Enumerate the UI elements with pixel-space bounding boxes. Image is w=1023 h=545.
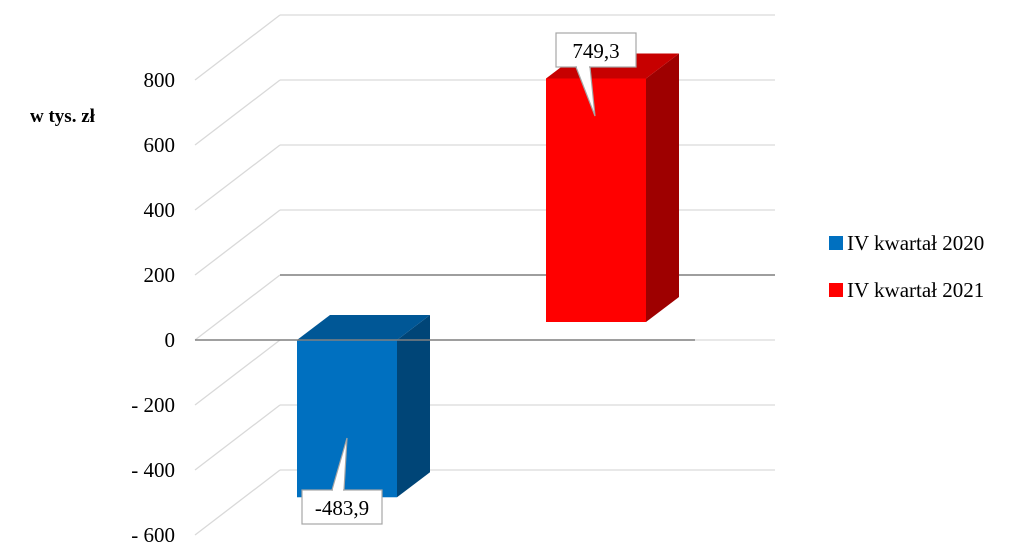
y-tick-label: 200 [144, 263, 176, 287]
data-label-text: -483,9 [315, 496, 369, 520]
y-axis-label: w tys. zł [30, 106, 96, 127]
gridline-diagonal [194, 79, 281, 146]
legend-swatch [829, 236, 843, 250]
legend-label: IV kwartał 2021 [847, 278, 984, 302]
callout-box [555, 32, 637, 68]
y-tick-label: 600 [144, 133, 176, 157]
gridline-diagonal [194, 339, 281, 406]
bar-1 [297, 315, 430, 498]
data-label-text: 749,3 [572, 39, 619, 63]
data-label-2: 749,3 [555, 32, 637, 117]
gridline-diagonal [194, 144, 281, 211]
gridline-diagonal [194, 14, 281, 81]
legend-item-1: IV kwartał 2020 [829, 231, 984, 255]
data-label-1: -483,9 [301, 437, 383, 525]
gridlines [194, 14, 775, 536]
legend-swatch [829, 283, 843, 297]
bar-front-face [546, 78, 646, 322]
legend-item-2: IV kwartał 2021 [829, 278, 984, 302]
gridline-diagonal [194, 274, 281, 341]
legend-label: IV kwartał 2020 [847, 231, 984, 255]
bar-front-face [297, 340, 397, 498]
y-tick-label: - 400 [131, 458, 175, 482]
gridline-diagonal [194, 404, 281, 471]
y-tick-label: - 600 [131, 523, 175, 545]
gridline-diagonal [194, 209, 281, 276]
y-tick-label: 400 [144, 198, 176, 222]
gridline-diagonal [194, 469, 281, 536]
bar-top-face [297, 315, 430, 340]
bar-side-face [646, 53, 679, 322]
y-tick-label: 800 [144, 68, 176, 92]
y-tick-label: 0 [165, 328, 176, 352]
bars: -483,9 749,3 [297, 32, 679, 525]
bar-side-face [397, 315, 430, 498]
y-axis-tick-labels: 800 600 400 200 0 - 200 - 400 - 600 [131, 68, 175, 545]
y-tick-label: - 200 [131, 393, 175, 417]
callout-box [301, 489, 383, 525]
legend: IV kwartał 2020 IV kwartał 2021 [829, 231, 984, 302]
bar-2 [546, 53, 679, 322]
